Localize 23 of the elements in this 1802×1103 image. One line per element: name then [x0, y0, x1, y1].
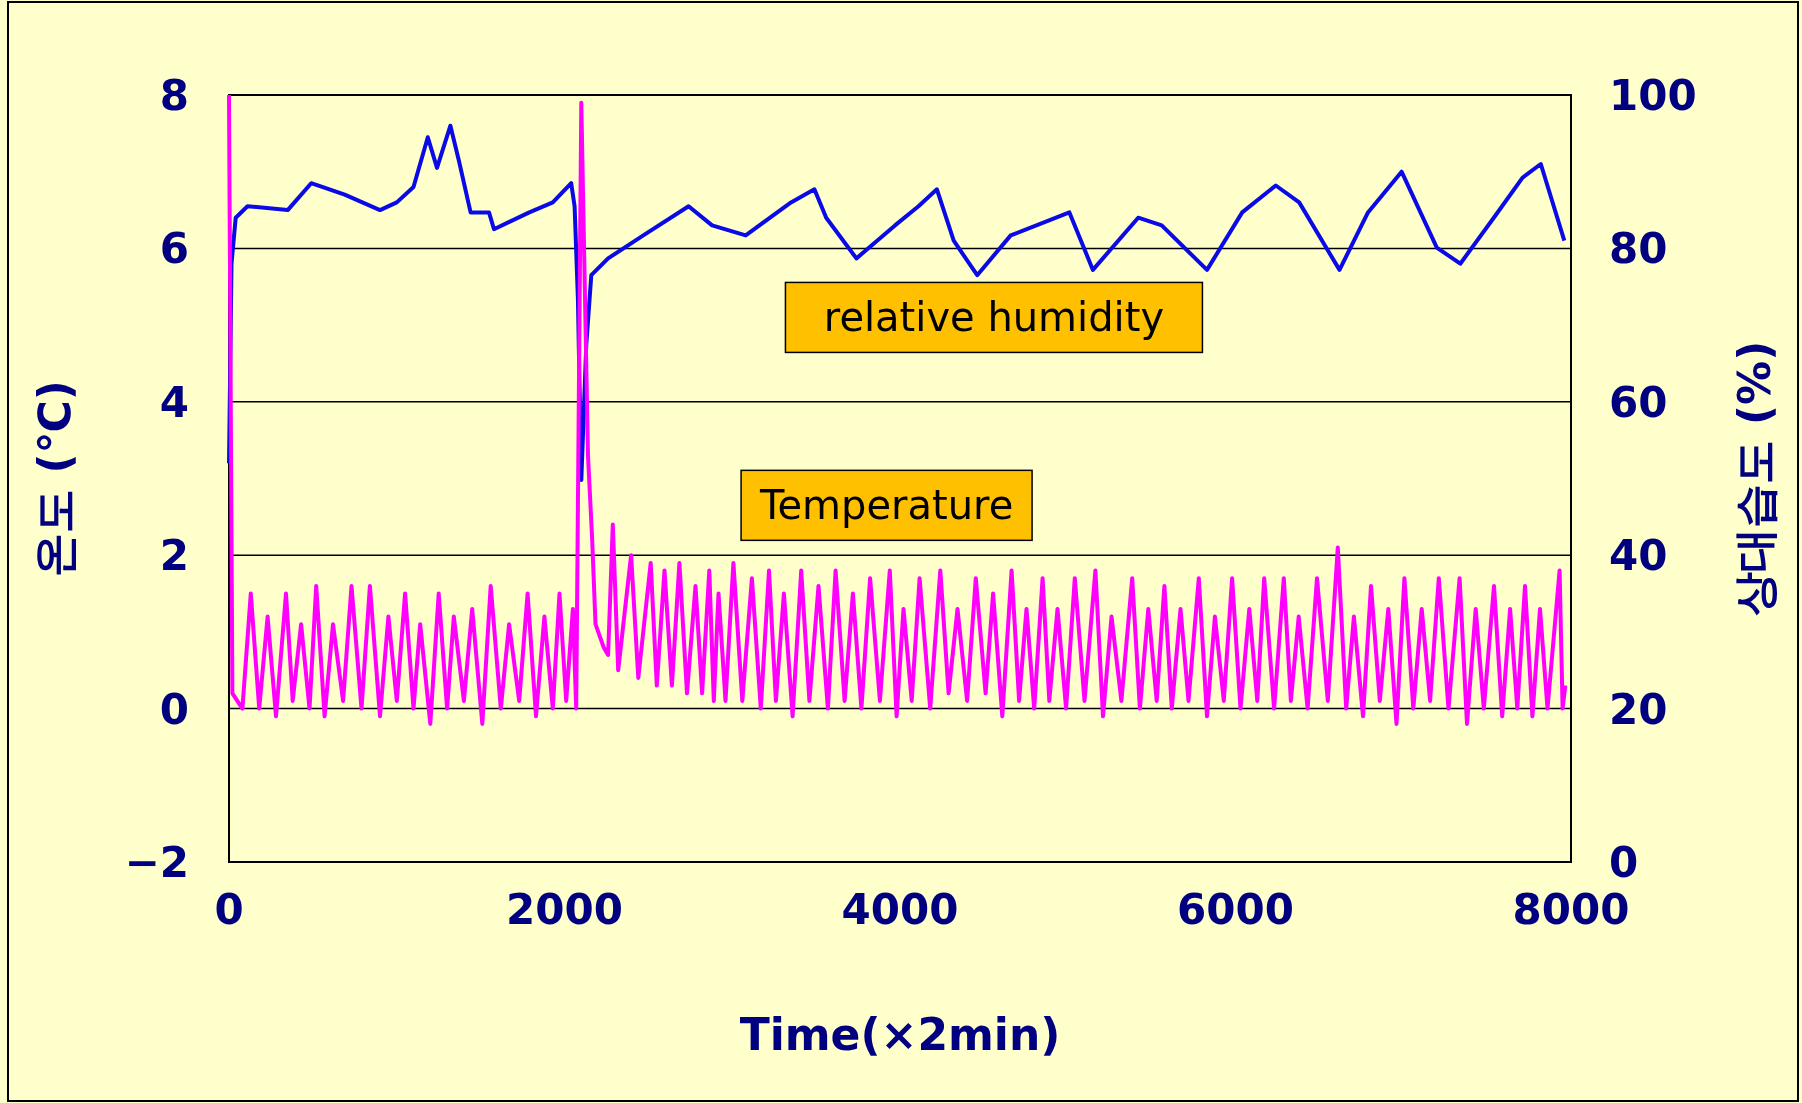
- y2-tick-label: 100: [1609, 71, 1697, 120]
- y2-tick-label: 20: [1609, 684, 1668, 734]
- x-tick-label: 0: [214, 885, 244, 934]
- y2-axis-title: 상대습도 (%): [1729, 340, 1780, 617]
- x-tick-label: 2000: [506, 885, 623, 934]
- series-label: relative humidity: [823, 294, 1165, 341]
- y2-tick-label: 0: [1609, 838, 1639, 887]
- x-axis-title: Time(×2min): [739, 1009, 1061, 1060]
- y-axis-title: 온도 (℃): [29, 380, 80, 577]
- y-tick-label: 4: [159, 377, 189, 427]
- y-tick-label: 2: [159, 531, 189, 581]
- x-tick-label: 8000: [1512, 885, 1630, 934]
- series-label: Temperature: [758, 482, 1014, 529]
- y-tick-label: 8: [159, 71, 189, 120]
- x-tick-label: 6000: [1177, 885, 1294, 934]
- y-tick-label: −2: [124, 838, 189, 887]
- y2-tick-label: 40: [1609, 531, 1668, 581]
- y-tick-label: 6: [159, 224, 189, 274]
- x-tick-label: 4000: [841, 885, 959, 934]
- y2-tick-label: 60: [1609, 377, 1668, 427]
- y-tick-label: 0: [159, 684, 189, 734]
- line-series: [227, 93, 1568, 726]
- y2-tick-label: 80: [1609, 224, 1668, 274]
